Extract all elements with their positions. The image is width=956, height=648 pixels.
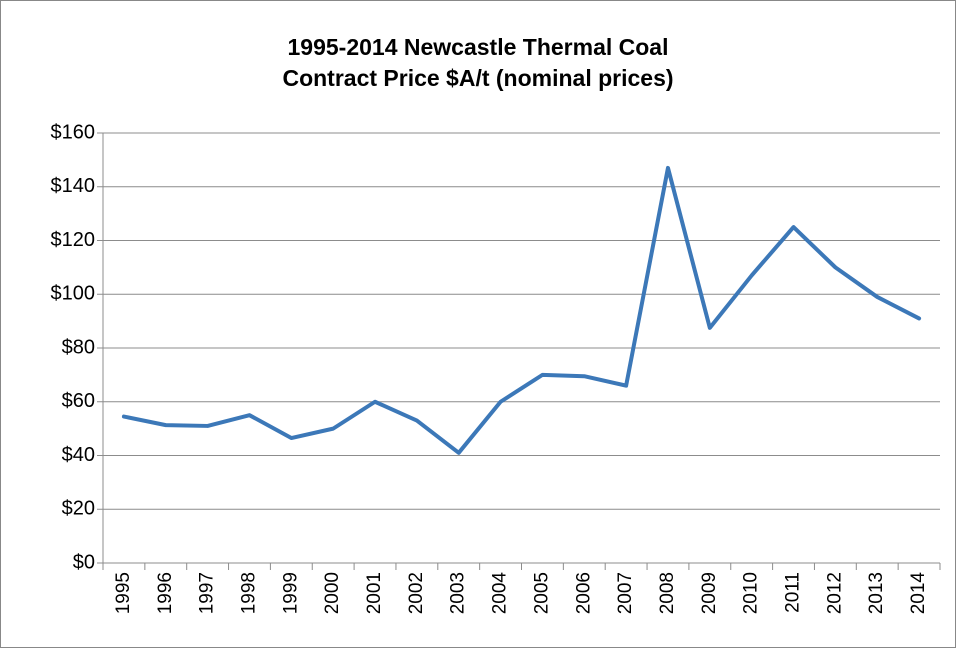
data-line [121,165,922,455]
chart-title: Contract Price $A/t (nominal prices) [282,65,673,91]
y-tick-label: $0 [73,551,95,573]
x-tick-label: 2010 [741,572,762,614]
y-tick-label: $140 [51,175,96,197]
y-tick-label: $60 [62,390,95,412]
x-tick-label: 2013 [866,572,887,614]
x-tick-label: 2003 [448,572,469,614]
x-tick-label: 2007 [615,572,636,614]
chart-title: 1995-2014 Newcastle Thermal Coal [288,34,669,60]
x-tick-label: 1998 [238,572,259,614]
y-tick-label: $80 [62,336,95,358]
x-tick-label: 2011 [783,572,804,613]
x-tick-label: 2008 [657,572,678,614]
x-tick-label: 2004 [490,572,511,615]
y-tick-label: $20 [62,498,95,520]
x-tick-label: 1996 [155,572,176,614]
y-tick-label: $100 [51,283,96,305]
x-tick-label: 1995 [113,572,134,614]
x-tick-label: 2009 [699,572,720,614]
x-tick-label: 1999 [280,572,301,614]
x-tick-label: 2002 [406,572,427,614]
x-tick-label: 1997 [197,572,218,614]
x-tick-label: 2001 [364,572,385,614]
x-tick-label: 2005 [531,572,552,614]
x-tick-label: 2014 [908,572,929,615]
y-tick-label: $40 [62,444,95,466]
y-tick-label: $120 [51,229,96,251]
y-tick-label: $160 [51,121,96,143]
x-tick-label: 2000 [322,572,343,614]
x-tick-label: 2006 [573,572,594,614]
x-tick-label: 2012 [824,572,845,614]
